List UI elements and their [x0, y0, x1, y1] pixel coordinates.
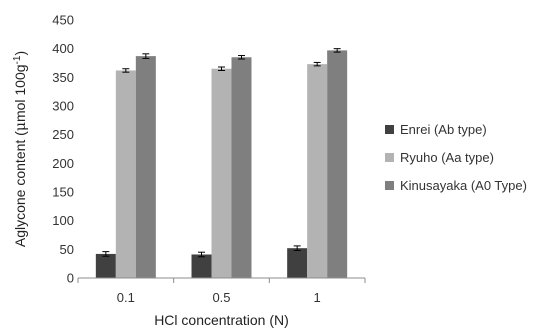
- y-axis-title-main: Aglycone content (: [12, 131, 28, 247]
- legend: Enrei (Ab type) Ryuho (Aa type) Kinusayaka…: [385, 122, 527, 193]
- y-axis-title: Aglycone content (μmol 100g-1): [12, 51, 30, 247]
- y-tick-label: 400: [52, 41, 74, 56]
- bar: [191, 254, 212, 278]
- legend-swatch: [385, 153, 394, 162]
- bars: [95, 50, 348, 279]
- x-tick-label: 0.5: [212, 290, 230, 305]
- x-axis-ticks: 0.1 0.5 1: [77, 278, 366, 305]
- legend-label: Kinusayaka (A0 Type): [400, 178, 527, 193]
- y-tick-label: 100: [52, 213, 74, 228]
- legend-swatch: [385, 181, 394, 190]
- y-tick-label: 0: [67, 271, 74, 286]
- y-axis-title-close: ): [12, 51, 28, 56]
- legend-swatch: [385, 125, 394, 134]
- y-tick-label: 450: [52, 13, 74, 28]
- bar: [231, 57, 252, 279]
- bar: [287, 248, 308, 278]
- legend-label: Ryuho (Aa type): [400, 150, 494, 165]
- x-tick-label: 1: [314, 290, 321, 305]
- bar: [327, 50, 348, 279]
- y-axis-title-unit: mol 100g: [12, 64, 28, 122]
- x-axis-title: HCl concentration (N): [154, 312, 289, 328]
- y-tick-label: 200: [52, 156, 74, 171]
- bar: [307, 64, 328, 278]
- y-axis-ticks: 0 50 100 150 200 250 300 350 400 450: [52, 13, 74, 286]
- bar: [95, 253, 116, 278]
- legend-label: Enrei (Ab type): [400, 122, 487, 137]
- y-axis-title-sup: -1: [12, 55, 23, 64]
- y-axis-title-mu: μ: [13, 122, 29, 131]
- y-tick-label: 150: [52, 185, 74, 200]
- error-bars: [102, 48, 341, 258]
- x-tick-label: 0.1: [117, 290, 135, 305]
- bar: [115, 70, 136, 278]
- y-tick-label: 50: [60, 242, 74, 257]
- y-tick-label: 250: [52, 127, 74, 142]
- bar: [211, 68, 232, 278]
- y-tick-label: 350: [52, 70, 74, 85]
- y-tick-label: 300: [52, 99, 74, 114]
- bar: [135, 56, 156, 279]
